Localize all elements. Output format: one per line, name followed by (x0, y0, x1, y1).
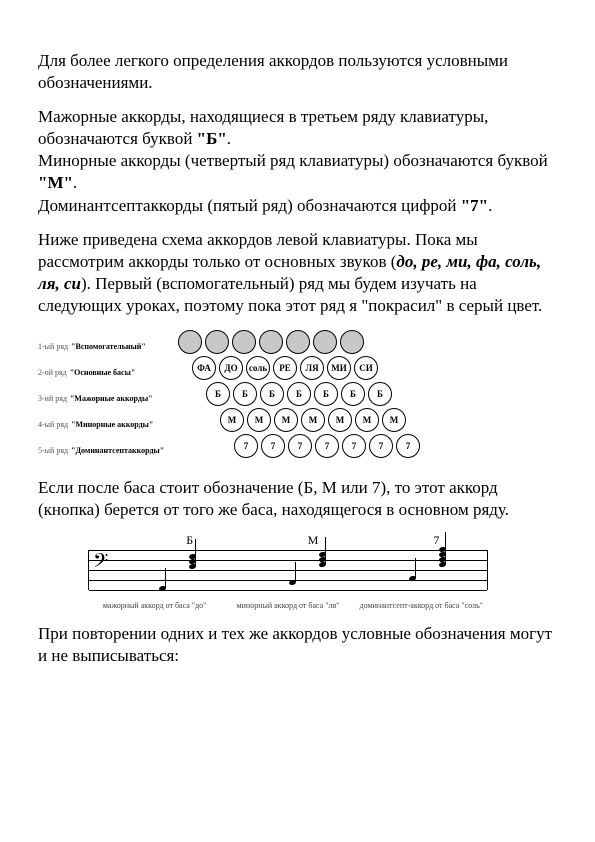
chord-symbol: Б (88, 533, 241, 548)
staff-lines: 𝄢 (88, 550, 488, 590)
after-bass-paragraph: Если после баса стоит обозначение (Б, М … (38, 477, 557, 521)
note-stem (415, 558, 416, 578)
accordion-button: Б (206, 382, 230, 406)
accordion-button: М (328, 408, 352, 432)
note-stem (165, 568, 166, 588)
accordion-button: М (274, 408, 298, 432)
accordion-button (232, 330, 256, 354)
note-stem (195, 539, 196, 567)
text-span: . (488, 196, 492, 215)
accordion-button (205, 330, 229, 354)
accordion-button: М (355, 408, 379, 432)
accordion-button (340, 330, 364, 354)
staff-line (89, 560, 487, 561)
text-span: Минорные аккорды (четвертый ряд клавиату… (38, 151, 548, 170)
keyboard-diagram: 1-ый ряд "Вспомогательный"2-ой ряд "Осно… (38, 329, 557, 463)
scheme-paragraph: Ниже приведена схема аккордов левой клав… (38, 229, 557, 317)
accordion-button: Б (287, 382, 311, 406)
chord-bottom-labels: мажорный аккорд от баса "до"минорный акк… (88, 602, 488, 611)
accordion-button: 7 (396, 434, 420, 458)
row-label: 3-ий ряд "Мажорные аккорды" (38, 385, 178, 411)
text-span: Доминантсептаккорды (пятый ряд) обознача… (38, 196, 461, 215)
accordion-button: ДО (219, 356, 243, 380)
button-grid: ФАДОсольРЕЛЯМИСИБББББББМММММММ7777777 (178, 329, 423, 459)
text-span: . (73, 173, 77, 192)
accordion-button: Б (260, 382, 284, 406)
accordion-button: М (247, 408, 271, 432)
intro-paragraph: Для более легкого определения аккордов п… (38, 50, 557, 94)
accordion-button: Б (233, 382, 257, 406)
staff-line (89, 570, 487, 571)
text-span: . (227, 129, 231, 148)
accordion-button: 7 (369, 434, 393, 458)
bold-letter: "М" (38, 173, 73, 192)
accordion-button: соль (246, 356, 270, 380)
note-stem (445, 532, 446, 565)
bold-letter: "7" (461, 196, 488, 215)
accordion-button (178, 330, 202, 354)
accordion-button (286, 330, 310, 354)
note-stem (295, 562, 296, 582)
accordion-button (313, 330, 337, 354)
staff-line (89, 580, 487, 581)
accordion-button: 7 (234, 434, 258, 458)
row-label: 4-ый ряд "Минорные аккорды" (38, 411, 178, 437)
accordion-button: СИ (354, 356, 378, 380)
row-label: 5-ый ряд "Доминантсептаккорды" (38, 437, 178, 463)
chord-description: минорный аккорд от баса "ля" (221, 602, 354, 611)
major-paragraph: Мажорные аккорды, находящиеся в третьем … (38, 106, 557, 216)
accordion-button: ФА (192, 356, 216, 380)
accordion-button: Б (368, 382, 392, 406)
note-stem (325, 537, 326, 565)
accordion-button: 7 (342, 434, 366, 458)
accordion-button: 7 (261, 434, 285, 458)
button-row: 7777777 (234, 433, 423, 459)
row-labels-column: 1-ый ряд "Вспомогательный"2-ой ряд "Осно… (38, 329, 178, 463)
staff-line (89, 590, 487, 591)
text-span: ). Первый (вспомогательный) ряд мы будем… (38, 274, 542, 315)
row-label: 1-ый ряд "Вспомогательный" (38, 333, 178, 359)
row-label: 2-ой ряд "Основные басы" (38, 359, 178, 385)
button-row: БББББББ (206, 381, 423, 407)
chord-description: мажорный аккорд от баса "до" (88, 602, 221, 611)
text-span: Мажорные аккорды, находящиеся в третьем … (38, 107, 488, 148)
accordion-button: 7 (288, 434, 312, 458)
chord-symbol: 7 (365, 533, 488, 548)
bold-letter: "Б" (197, 129, 227, 148)
repeat-paragraph: При повторении одних и тех же аккордов у… (38, 623, 557, 667)
music-staff-diagram: БМ7 𝄢 мажорный аккорд от баса "до"минорн… (88, 533, 488, 611)
button-row (178, 329, 423, 355)
accordion-button: М (301, 408, 325, 432)
chord-symbol: М (241, 533, 364, 548)
accordion-button: Б (341, 382, 365, 406)
bass-clef-icon: 𝄢 (93, 552, 108, 576)
button-row: ФАДОсольРЕЛЯМИСИ (192, 355, 423, 381)
accordion-button (259, 330, 283, 354)
chord-top-labels: БМ7 (88, 533, 488, 548)
staff-line (89, 550, 487, 551)
accordion-button: ЛЯ (300, 356, 324, 380)
accordion-button: 7 (315, 434, 339, 458)
chord-description: доминантсепт-аккорд от баса "соль" (355, 602, 488, 611)
accordion-button: Б (314, 382, 338, 406)
accordion-button: РЕ (273, 356, 297, 380)
accordion-button: МИ (327, 356, 351, 380)
accordion-button: М (220, 408, 244, 432)
button-row: МММММММ (220, 407, 423, 433)
accordion-button: М (382, 408, 406, 432)
